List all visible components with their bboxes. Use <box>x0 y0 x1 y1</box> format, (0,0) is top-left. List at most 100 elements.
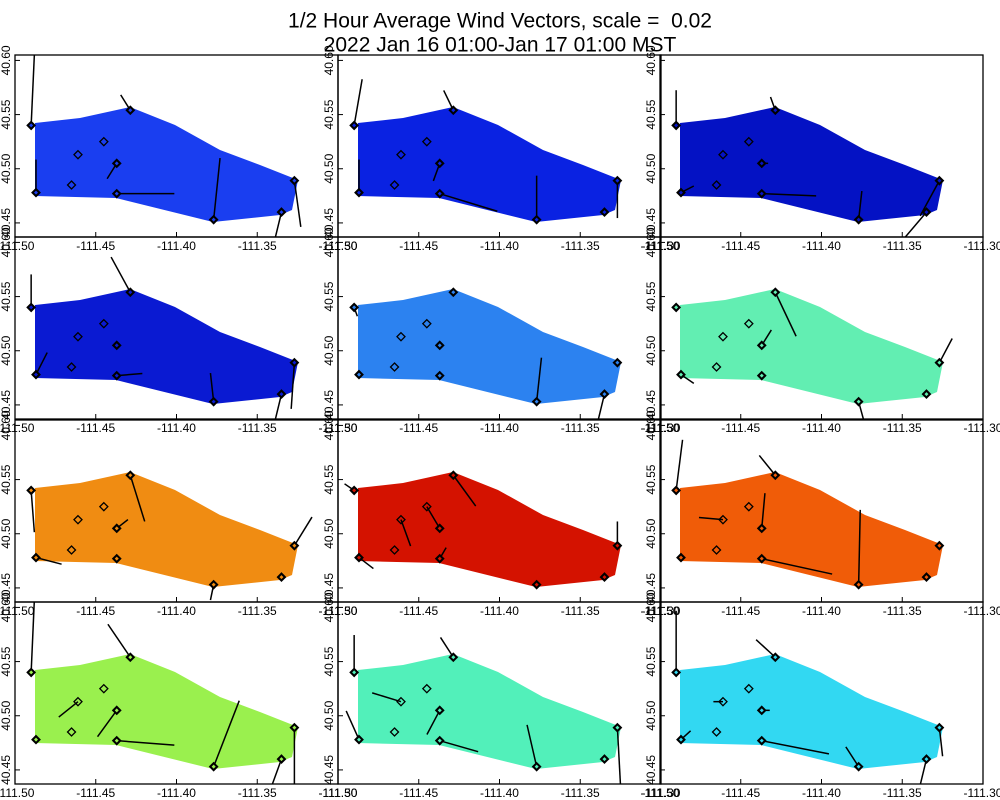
station-center <box>211 399 216 404</box>
x-tick-label: -111.35 <box>561 239 600 253</box>
wind-vector <box>30 55 36 126</box>
y-tick-label: 40.45 <box>0 573 13 603</box>
x-tick-label: -111.45 <box>76 239 115 253</box>
wind-vector <box>107 623 131 658</box>
station-center <box>759 738 764 743</box>
y-tick-label: 40.50 <box>0 700 13 730</box>
station-center <box>602 575 607 580</box>
station-center <box>759 556 764 561</box>
station-center <box>759 708 764 713</box>
station-center <box>759 161 764 166</box>
x-tick-label: -111.50 <box>0 604 35 618</box>
station <box>743 318 754 329</box>
station-center <box>114 708 119 713</box>
wind-vector <box>938 727 944 757</box>
y-tick-label: 40.45 <box>0 208 13 238</box>
station <box>421 683 432 694</box>
station-center <box>292 360 297 365</box>
station-center <box>773 290 778 295</box>
y-tick-label: 40.60 <box>322 45 336 75</box>
station-center <box>534 399 539 404</box>
panel <box>671 439 945 590</box>
y-tick-label: 40.50 <box>644 700 658 730</box>
station-center <box>292 543 297 548</box>
wind-vector <box>938 338 953 364</box>
wind-vector <box>293 180 302 227</box>
y-tick-label: 40.60 <box>0 410 13 440</box>
x-tick-label: -111.35 <box>238 421 277 435</box>
x-tick-label: -111.50 <box>319 786 358 800</box>
x-tick-label: -111.50 <box>0 421 35 435</box>
y-tick-label: 40.45 <box>322 208 336 238</box>
station <box>66 362 77 372</box>
station-center <box>211 764 216 769</box>
x-tick-label: -111.40 <box>802 786 841 800</box>
panel <box>26 470 313 601</box>
field <box>680 472 943 587</box>
station <box>743 136 754 147</box>
station-center <box>678 372 683 377</box>
station-center <box>924 392 929 397</box>
station-center <box>602 392 607 397</box>
wind-vector <box>290 362 296 409</box>
wind-vector <box>761 192 817 197</box>
station <box>711 180 722 190</box>
x-tick-label: -111.30 <box>642 786 681 800</box>
x-tick-label: -111.35 <box>561 421 600 435</box>
wind-vector <box>371 692 402 703</box>
station-center <box>33 737 38 742</box>
y-tick-label: 40.55 <box>0 281 13 311</box>
station <box>711 545 722 555</box>
station <box>389 362 400 372</box>
wind-vector <box>96 709 118 738</box>
y-tick-label: 40.45 <box>644 208 658 238</box>
wind-vector <box>845 746 860 768</box>
panel <box>26 55 302 237</box>
station-center <box>29 305 34 310</box>
y-tick-label: 40.50 <box>644 153 658 183</box>
x-tick-label: -111.40 <box>480 421 519 435</box>
panel <box>349 79 623 225</box>
station <box>389 180 400 190</box>
y-tick-label: 40.55 <box>644 646 658 676</box>
station-center <box>437 343 442 348</box>
station <box>396 696 406 707</box>
wind-vector <box>35 556 62 565</box>
wind-vector <box>439 739 479 753</box>
wind-vector <box>209 372 215 402</box>
station-center <box>937 543 942 548</box>
station-center <box>211 217 216 222</box>
station-center <box>437 526 442 531</box>
x-tick-label: -111.30 <box>964 421 1000 435</box>
station-center <box>29 670 34 675</box>
wind-vector <box>110 256 131 293</box>
station <box>66 180 77 190</box>
station <box>73 696 83 707</box>
x-tick-label: -111.30 <box>319 786 358 800</box>
x-tick-label: -111.35 <box>883 786 922 800</box>
y-tick-label: 40.55 <box>322 646 336 676</box>
station <box>66 727 77 737</box>
station <box>421 501 432 512</box>
station-center <box>292 725 297 730</box>
wind-vector <box>919 758 928 784</box>
x-tick-label: -111.45 <box>399 239 438 253</box>
station <box>98 136 109 147</box>
wind-vector <box>116 739 175 746</box>
station-center <box>759 373 764 378</box>
y-tick-label: 40.45 <box>322 573 336 603</box>
station-center <box>352 305 357 310</box>
wind-vector <box>761 739 830 755</box>
wind-vector <box>597 393 606 419</box>
station <box>73 514 83 525</box>
station-center <box>33 555 38 560</box>
station-center <box>128 108 133 113</box>
x-tick-label: -111.35 <box>561 604 600 618</box>
station-center <box>678 555 683 560</box>
y-tick-label: 40.50 <box>322 518 336 548</box>
wind-vector <box>439 637 454 658</box>
station-center <box>114 343 119 348</box>
station-center <box>534 582 539 587</box>
station <box>396 514 406 525</box>
station-center <box>773 655 778 660</box>
